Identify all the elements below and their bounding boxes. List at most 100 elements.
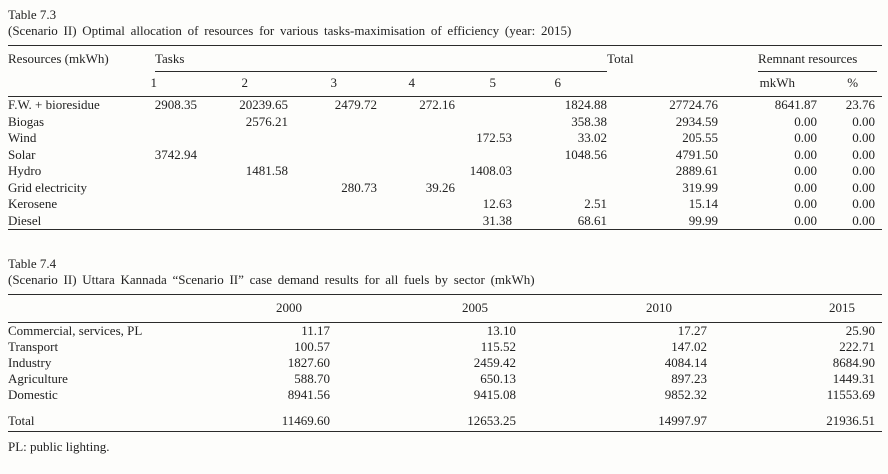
cell: 27724.76 [669,97,719,113]
cell [148,196,197,213]
cell: 25.90 [845,323,875,338]
column-header-2005: 2005 [338,294,524,323]
cell: 8941.56 [287,387,330,402]
scanned-page: Table 7.3 (Scenario II) Optimal allocati… [8,7,888,454]
cell: 12.63 [482,196,512,212]
cell: 20239.65 [239,97,288,113]
cell [148,130,197,147]
sub-header-row: 1 2 3 4 5 6 mkWh % [8,72,883,97]
cell [455,180,512,197]
table-row: F.W. + bioresidue 2908.35 20239.65 2479.… [8,97,882,114]
row-label: Wind [8,130,37,146]
table-row: Commercial, services, PL 11.17 13.10 17.… [8,323,882,340]
table-row: Hydro 1481.58 1408.03 2889.61 0.00 0.00 [8,163,882,180]
remnant-group-label: Remnant resources [758,51,878,72]
cell [288,196,377,213]
cell [455,147,512,164]
tasks-group-label: Tasks [155,51,608,72]
cell: 0.00 [852,163,876,179]
empty-header-cell [607,72,719,97]
cell: 0.00 [852,146,876,162]
row-label: Diesel [8,212,148,230]
column-group-tasks: Tasks [148,45,608,72]
column-header-2015: 2015 [715,294,882,323]
column-header-task-1: 1 [148,72,197,97]
column-header-task-3: 3 [288,72,377,97]
row-label: Grid electricity [8,179,88,195]
cell [288,212,377,230]
table-row: Kerosene 12.63 2.51 15.14 0.00 0.00 [8,196,882,213]
cell: 115.52 [480,339,516,354]
cell: 205.55 [682,130,719,146]
cell: 13.10 [486,323,516,338]
cell [288,163,377,180]
cell: 0.00 [794,130,818,146]
cell: 8641.87 [774,97,818,113]
row-label: Solar [8,146,36,162]
cell: 2889.61 [675,163,719,179]
cell: 1481.58 [245,163,288,179]
cell: 31.38 [455,212,512,230]
cell [197,212,288,230]
cell [455,114,512,131]
cell [377,114,455,131]
cell: 11469.60 [200,413,338,432]
cell: 0.00 [794,146,818,162]
cell: 588.70 [294,371,330,386]
cell: 0.00 [794,113,818,129]
cell: 172.53 [476,130,512,146]
cell: 23.76 [845,97,876,113]
cell: 21936.51 [715,413,882,432]
cell [148,212,197,230]
table-row: Diesel 31.38 68.61 99.99 0.00 0.00 [8,212,883,230]
cell: 0.00 [817,212,883,230]
table-row: Agriculture 588.70 650.13 897.23 1449.31 [8,371,882,387]
table-row: Solar 3742.94 1048.56 4791.50 0.00 0.00 [8,147,882,164]
cell: 0.00 [852,113,876,129]
column-header-2000: 2000 [200,294,338,323]
cell: 99.99 [607,212,719,230]
cell: 2934.59 [675,113,719,129]
table-7-3: Resources (mkWh) Tasks Total Remnant res… [8,45,883,230]
row-label: Industry [8,355,52,370]
group-header-row: Resources (mkWh) Tasks Total Remnant res… [8,45,883,72]
cell: 3742.94 [154,146,197,162]
cell: 0.00 [852,179,876,195]
column-header-remnant-percent: % [817,72,883,97]
cell: 1449.31 [832,371,875,386]
cell: 8684.90 [832,355,875,370]
cell: 17.27 [677,323,707,338]
cell [288,114,377,131]
cell: 1408.03 [469,163,512,179]
empty-header-cell [8,72,148,97]
cell: 1048.56 [564,146,608,162]
cell: 1824.88 [564,97,608,113]
cell: 0.00 [852,130,876,146]
row-label: Total [8,413,200,432]
cell: 2576.21 [245,113,288,129]
cell: 4084.14 [664,355,707,370]
cell: 358.38 [571,113,608,129]
table-7-3-header: Resources (mkWh) Tasks Total Remnant res… [8,45,883,97]
spacer-row [8,403,882,413]
footnote: PL: public lighting. [8,439,110,454]
cell [197,130,288,147]
empty-header-cell [8,294,200,323]
row-label: Transport [8,339,59,354]
cell [377,130,455,147]
table-7-4-caption: (Scenario II) Uttara Kannada “Scenario I… [8,272,535,287]
column-group-remnant-resources: Remnant resources [718,45,883,72]
cell: 222.71 [839,339,875,354]
cell: 147.02 [671,339,707,354]
table-7-3-title: Table 7.3 [8,7,57,22]
cell: 14997.97 [524,413,715,432]
table-7-4-title: Table 7.4 [8,256,57,271]
row-label: Commercial, services, PL [8,323,143,338]
cell: 0.00 [794,179,818,195]
table-7-4-section: Table 7.4 (Scenario II) Uttara Kannada “… [8,256,888,454]
column-header-resources: Resources (mkWh) [8,45,148,72]
table-7-4: 2000 2005 2010 2015 Commercial, services… [8,294,882,432]
cell [148,163,197,180]
column-header-remnant-mkwh: mkWh [718,72,818,97]
table-7-3-section: Table 7.3 (Scenario II) Optimal allocati… [8,7,888,230]
